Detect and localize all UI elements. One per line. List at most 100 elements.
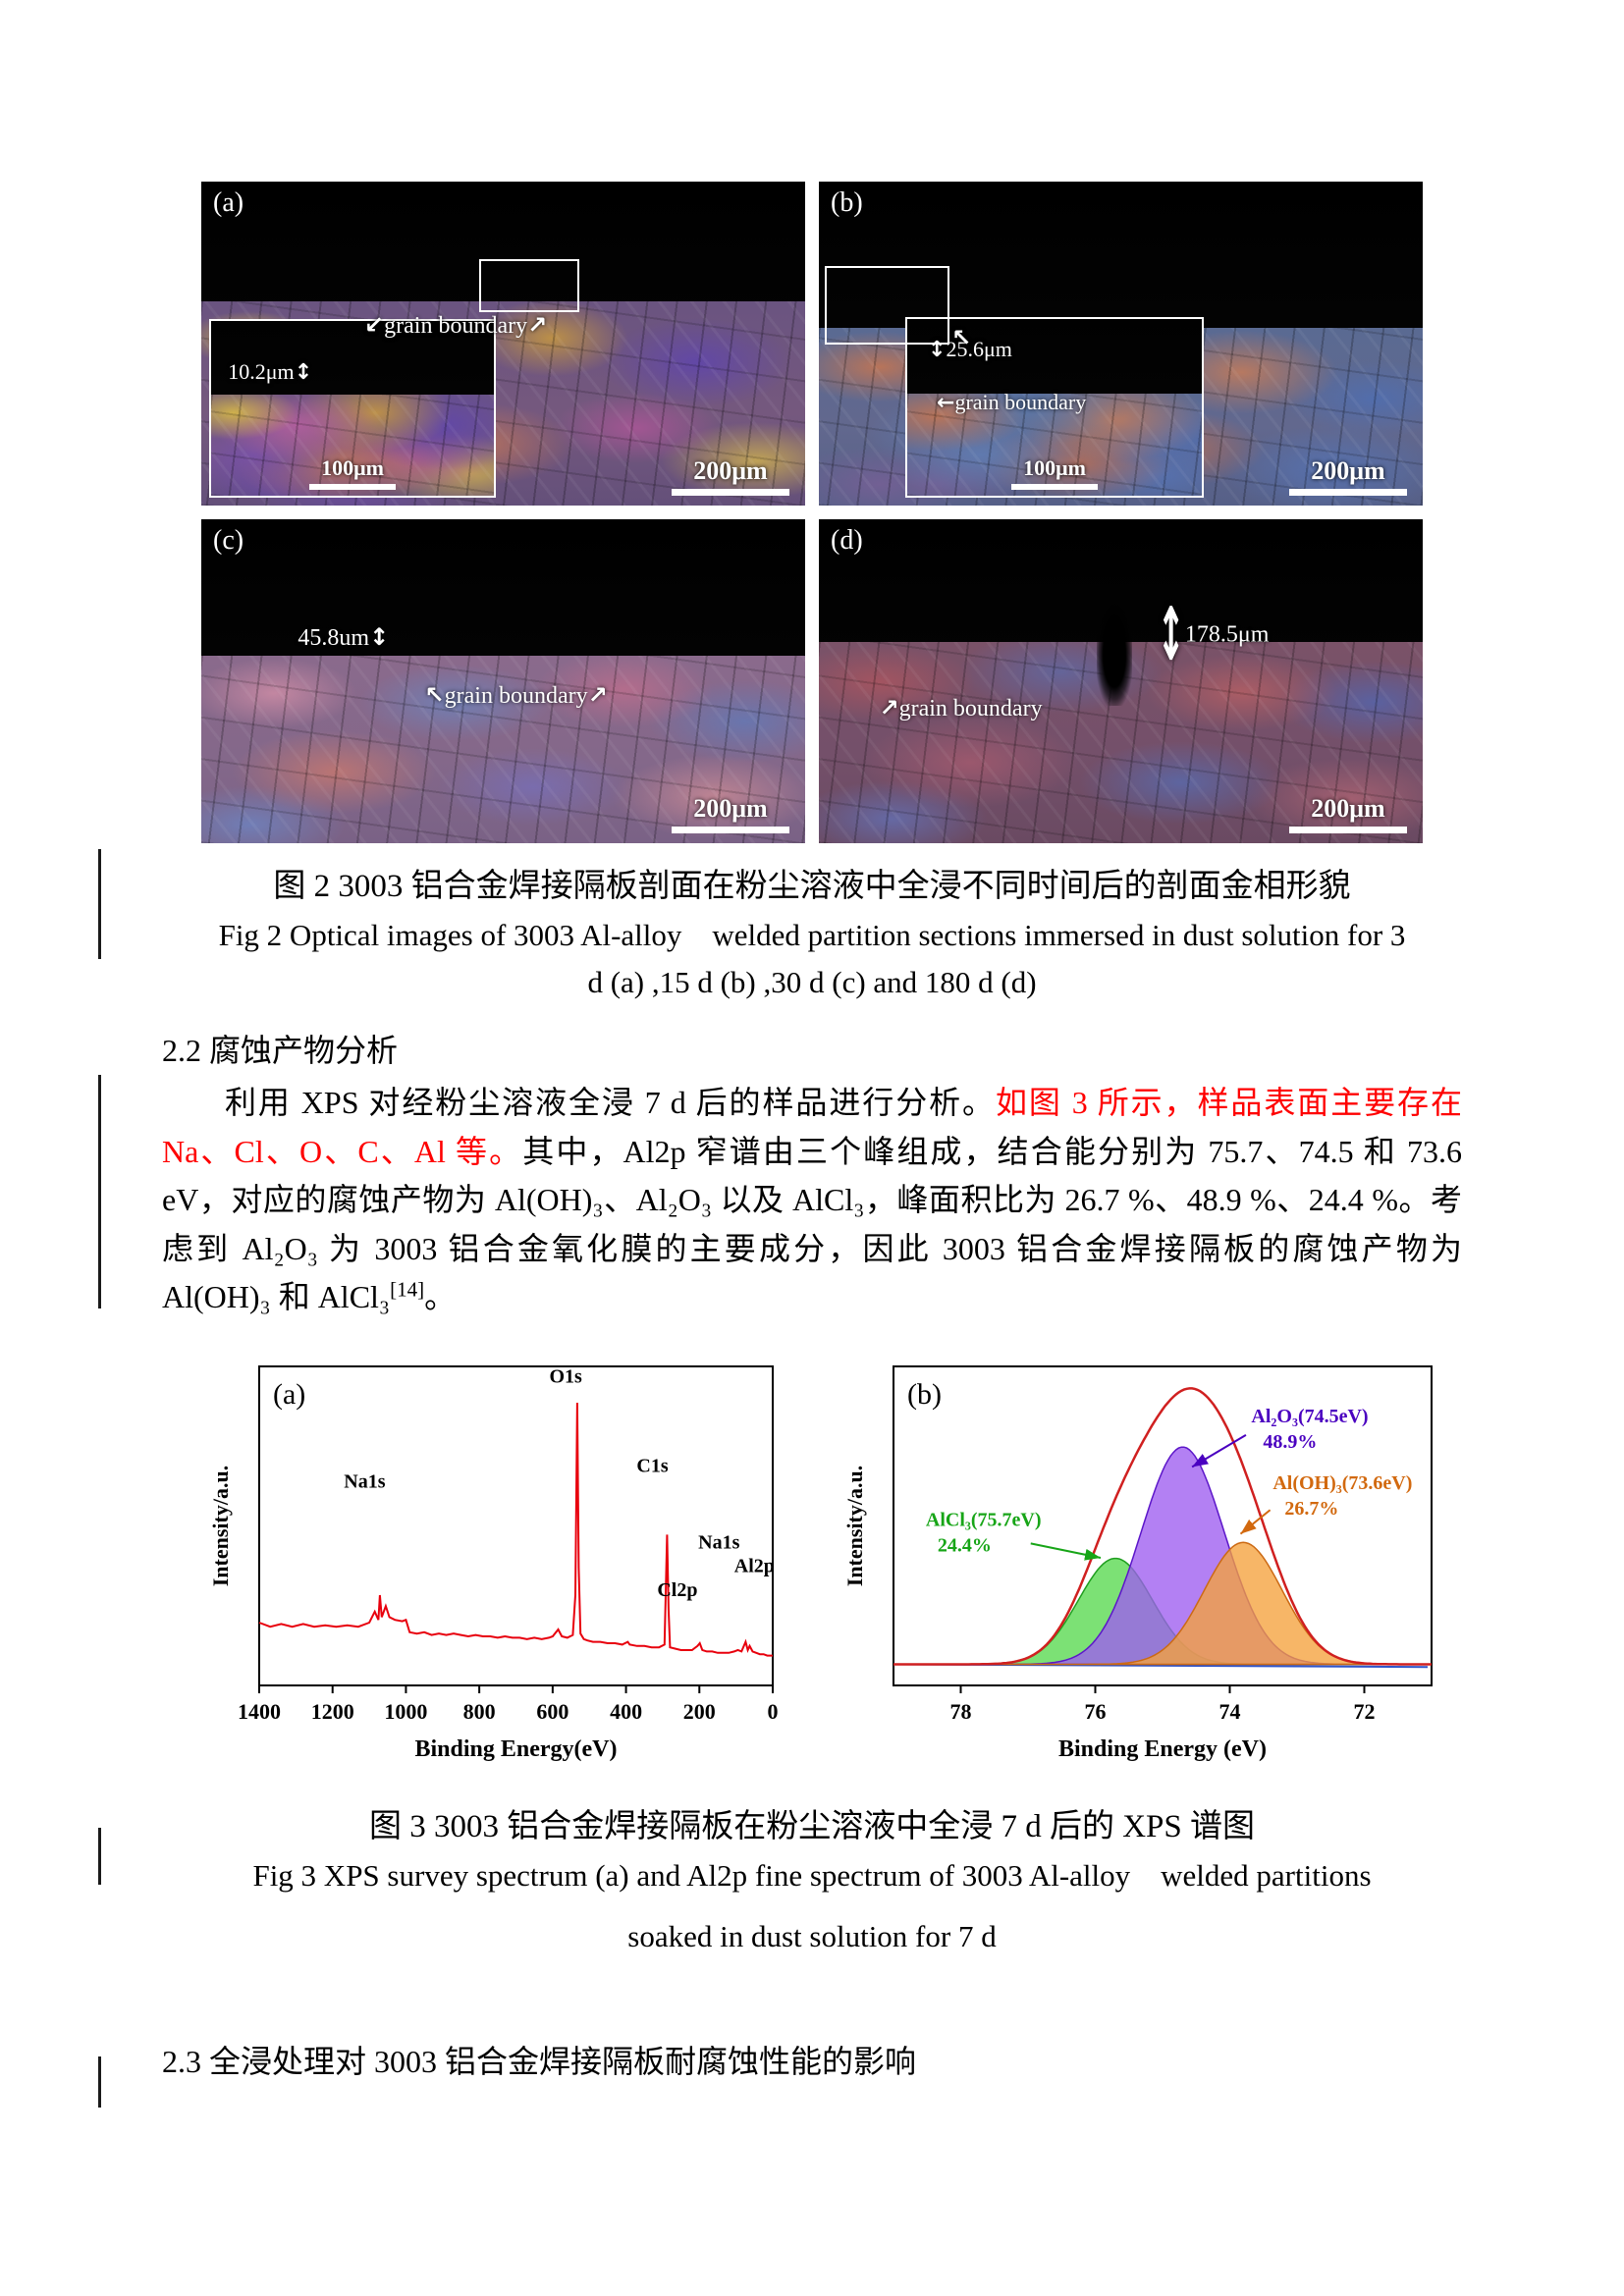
- svg-text:C1s: C1s: [636, 1455, 668, 1476]
- svg-text:Binding Energy(eV): Binding Energy(eV): [414, 1736, 617, 1762]
- section-heading-2-3: 2.3 全浸处理对 3003 铝合金焊接隔板耐腐蚀性能的影响: [162, 2044, 917, 2080]
- xps-survey-svg: 1400 1200 1000 800 600 400 200 0 Binding Energy(…: [208, 1365, 779, 1762]
- svg-text:800: 800: [463, 1699, 496, 1724]
- svg-text:Na1s: Na1s: [698, 1531, 739, 1553]
- fig2-panel-c: (c) 45.8um↕ ↖grain boundary↗ 200μm: [201, 519, 805, 843]
- para-text-red: 如图 3 所示，样品表面主要存在 Na、Cl、O、C、Al 等。: [162, 1085, 1462, 1169]
- svg-text:600: 600: [536, 1699, 568, 1724]
- arrow-icon: ↗: [527, 311, 548, 339]
- change-bar: [98, 1828, 101, 1885]
- grain-boundary-label: ←grain boundary: [937, 390, 1087, 415]
- svg-text:Cl2p: Cl2p: [657, 1579, 697, 1601]
- section-heading-2-2: 2.2 腐蚀产物分析: [162, 1033, 399, 1069]
- panel-label: (d): [831, 525, 863, 556]
- panel-label: (a): [213, 187, 244, 218]
- arrow-icon: ↗: [879, 694, 899, 722]
- inset-scale-bar: 100μm: [1011, 455, 1098, 490]
- svg-text:Al(OH)₃(73.6eV): Al(OH)₃(73.6eV): [1272, 1472, 1412, 1494]
- svg-text:Na1s: Na1s: [344, 1471, 385, 1493]
- grain-boundary-label: ↖grain boundary↗: [424, 681, 608, 709]
- inset-micrograph: 10.2μm↕ 100μm: [209, 319, 496, 498]
- svg-text:1200: 1200: [311, 1699, 354, 1724]
- arrow-icon: ↗: [587, 681, 608, 709]
- change-bar: [98, 1075, 101, 1308]
- svg-text:400: 400: [610, 1699, 642, 1724]
- svg-text:48.9%: 48.9%: [1263, 1431, 1317, 1453]
- citation-ref: [14]: [390, 1277, 425, 1302]
- svg-text:Binding Energy (eV): Binding Energy (eV): [1058, 1736, 1267, 1762]
- svg-text:78: 78: [950, 1699, 972, 1724]
- panel-label: (b): [831, 187, 863, 218]
- svg-text:1400: 1400: [238, 1699, 281, 1724]
- fig2-caption-en: Fig 2 Optical images of 3003 Al-alloy we…: [162, 912, 1462, 1006]
- zoom-region-box: [478, 259, 580, 312]
- inset-scale-bar: 100μm: [309, 455, 396, 490]
- inset-grain-region: [907, 393, 1202, 496]
- measure-arrow-icon: ↕: [1157, 593, 1185, 679]
- scale-bar-line: [1289, 489, 1407, 496]
- para-text: 。: [424, 1279, 457, 1315]
- arrow-icon: ↖: [951, 324, 972, 352]
- svg-text:1000: 1000: [384, 1699, 427, 1724]
- corrosion-pit: [1096, 603, 1132, 706]
- figure3-chart-row: 1400 1200 1000 800 600 400 200 0 Binding Energy(…: [162, 1342, 1462, 1784]
- scale-bar-line: [309, 484, 396, 490]
- svg-text:(b): (b): [907, 1378, 942, 1411]
- grain-boundary-label: ↙grain boundary↗: [364, 311, 548, 339]
- scale-bar-line: [1289, 827, 1407, 833]
- depth-measurement: 45.8um↕: [298, 622, 390, 651]
- depth-measurement: ↕178.5μm: [1157, 593, 1270, 679]
- fig3-caption-en-line1: Fig 3 XPS survey spectrum (a) and Al2p f…: [252, 1858, 1372, 1894]
- page-content: (a) ↙grain boundary↗ 10.2μm↕ 100μm 200μm: [162, 182, 1462, 2082]
- scale-bar: 200μm: [1289, 456, 1407, 496]
- fig2-caption-en-line2: d (a) ,15 d (b) ,30 d (c) and 180 d (d): [587, 965, 1037, 1000]
- arrow-icon: ↙: [364, 311, 385, 339]
- para-text: 其中，Al2p 窄谱由三个峰组成，结合能分别为 75.7、74.5 和 73.6…: [162, 1133, 1462, 1315]
- scale-bar-line: [1011, 484, 1098, 490]
- zoom-region-box: [825, 265, 950, 345]
- fig2-panel-b: (b) ↖ ↕25.6μm ←grain boundary 100μm 200μ…: [819, 182, 1423, 506]
- xps-survey-chart: 1400 1200 1000 800 600 400 200 0 Binding Energy(…: [166, 1342, 799, 1784]
- scale-bar-line: [672, 489, 789, 496]
- fig2-panel-d: (d) ↕178.5μm ↗grain boundary 200μm: [819, 519, 1423, 843]
- scale-bar-line: [672, 827, 789, 833]
- inset-micrograph: ↕25.6μm ←grain boundary 100μm: [905, 317, 1204, 498]
- depth-measurement: 10.2μm↕: [228, 359, 313, 386]
- svg-text:Intensity/a.u.: Intensity/a.u.: [842, 1466, 867, 1586]
- figure2-micrograph-grid: (a) ↙grain boundary↗ 10.2μm↕ 100μm 200μm: [201, 182, 1423, 843]
- svg-text:200: 200: [683, 1699, 716, 1724]
- metal-grain-region: [201, 655, 805, 843]
- svg-text:72: 72: [1354, 1699, 1376, 1724]
- al2p-fine-spectrum-chart: 78 76 74 72 Binding Energy (eV) Intensity/a.u…: [825, 1342, 1458, 1784]
- svg-text:AlCl₃(75.7eV): AlCl₃(75.7eV): [926, 1510, 1042, 1531]
- svg-text:26.7%: 26.7%: [1284, 1498, 1338, 1520]
- svg-text:24.4%: 24.4%: [938, 1535, 992, 1557]
- scale-bar: 200μm: [672, 456, 789, 496]
- fig3-caption-en: Fig 3 XPS survey spectrum (a) and Al2p f…: [162, 1852, 1462, 1960]
- scale-bar: 200μm: [1289, 794, 1407, 833]
- svg-text:Al₂O₃(74.5eV): Al₂O₃(74.5eV): [1251, 1406, 1368, 1427]
- arrow-icon: ←: [937, 391, 955, 415]
- change-bar: [98, 849, 101, 959]
- svg-text:Intensity/a.u.: Intensity/a.u.: [208, 1466, 233, 1586]
- svg-text:76: 76: [1085, 1699, 1107, 1724]
- panel-label: (c): [213, 525, 244, 556]
- arrow-icon: ↖: [424, 681, 445, 709]
- measure-arrow-icon: ↕: [369, 622, 390, 651]
- svg-text:74: 74: [1219, 1699, 1241, 1724]
- para-text: 利用 XPS 对经粉尘溶液全浸 7 d 后的样品进行分析。: [225, 1085, 996, 1121]
- fig3-caption-zh: 图 3 3003 铝合金焊接隔板在粉尘溶液中全浸 7 d 后的 XPS 谱图: [368, 1809, 1256, 1845]
- fig2-caption-zh: 图 2 3003 铝合金焊接隔板剖面在粉尘溶液中全浸不同时间后的剖面金相形貌: [273, 869, 1351, 904]
- fig3-caption-en-line2: soaked in dust solution for 7 d: [627, 1919, 997, 1954]
- fig2-caption-en-line1: Fig 2 Optical images of 3003 Al-alloy we…: [218, 918, 1406, 952]
- paragraph-corrosion-products: 利用 XPS 对经粉尘溶液全浸 7 d 后的样品进行分析。如图 3 所示，样品表…: [162, 1079, 1462, 1322]
- svg-text:0: 0: [768, 1699, 779, 1724]
- inset-grain-region: [211, 394, 494, 496]
- svg-text:(a): (a): [273, 1378, 305, 1411]
- grain-boundary-label: ↗grain boundary: [879, 694, 1043, 722]
- measure-arrow-icon: ↕: [294, 360, 313, 386]
- svg-text:Al2p: Al2p: [734, 1556, 775, 1577]
- fig2-panel-a: (a) ↙grain boundary↗ 10.2μm↕ 100μm 200μm: [201, 182, 805, 506]
- scale-bar: 200μm: [672, 794, 789, 833]
- al2p-fine-svg: 78 76 74 72 Binding Energy (eV) Intensity/a.u…: [842, 1365, 1433, 1762]
